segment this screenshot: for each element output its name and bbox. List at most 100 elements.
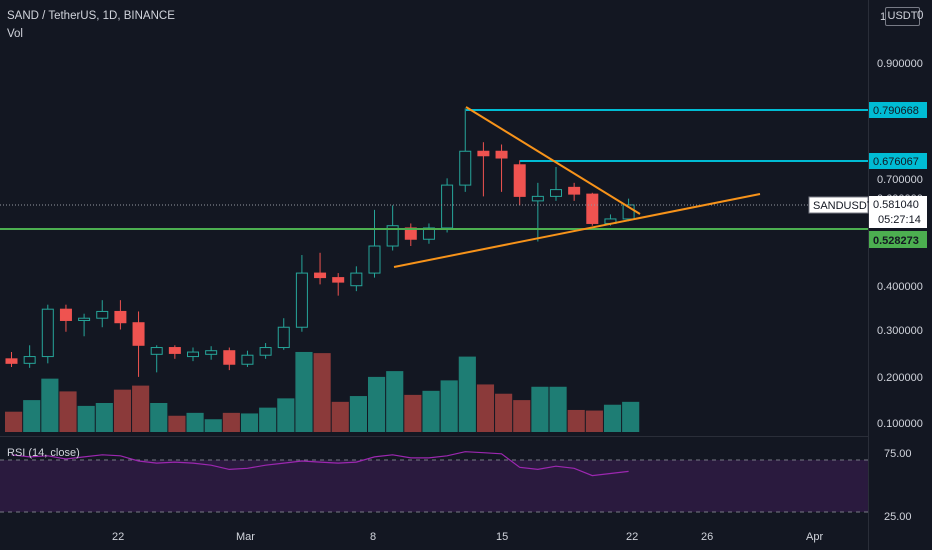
triangle-upper-trendline[interactable] (465, 106, 641, 215)
candle-up (459, 150, 472, 186)
candle-up (23, 356, 36, 364)
candle-up (295, 272, 308, 328)
candle-up (241, 354, 254, 365)
candle-down (168, 347, 181, 354)
volume-bar (531, 386, 549, 432)
last-price-tag: 0.581040 (873, 199, 919, 211)
volume-bar (622, 401, 640, 432)
candle-down (404, 227, 417, 240)
candle-up (187, 351, 199, 358)
volume-bar (168, 415, 186, 432)
volume-bar (549, 386, 567, 432)
time-tick: 26 (701, 531, 713, 543)
volume-bar (313, 353, 331, 432)
time-tick: 22 (112, 531, 124, 543)
volume-bar (277, 398, 295, 432)
price-tag-level-1-bg (869, 102, 927, 118)
volume-bar (41, 378, 59, 432)
price-tick: 0.100000 (877, 418, 923, 430)
candle-up (422, 227, 435, 240)
candle-up (550, 189, 562, 197)
volume-bar (150, 403, 168, 432)
candle-up (368, 245, 381, 274)
volume-bar (495, 393, 513, 432)
price-tag-support: 0.528273 (873, 235, 919, 247)
time-tick: 22 (626, 531, 638, 543)
rsi-tick-lower: 25.00 (884, 511, 912, 523)
triangle-lower-trendline[interactable] (393, 193, 761, 268)
volume-bar (585, 410, 603, 432)
candle-up (441, 184, 454, 229)
price-tick: 0.400000 (877, 281, 923, 293)
volume-bar (404, 394, 422, 432)
symbol-tag: SANDUSDT (813, 200, 874, 212)
candle-down (114, 310, 127, 324)
price-tag-level-1: 0.790668 (873, 105, 919, 117)
candle-down (314, 272, 327, 279)
volume-bar (368, 376, 386, 432)
price-tag-support-bg (869, 231, 927, 248)
candle-up (531, 195, 544, 202)
volume-bar (440, 380, 458, 432)
time-tick: 15 (496, 531, 508, 543)
candle-down (495, 150, 508, 159)
candle-up (386, 225, 399, 247)
volume-layer (5, 351, 640, 432)
candle-up (277, 326, 290, 349)
candle-down (513, 164, 526, 197)
candle-down (59, 308, 72, 321)
price-tick: 0.700000 (877, 174, 923, 186)
volume-bar (23, 400, 41, 432)
volume-bar (222, 412, 240, 432)
volume-bar (386, 371, 404, 432)
volume-bar (331, 401, 349, 432)
rsi-tick-upper: 75.00 (884, 448, 912, 460)
candle-up (259, 347, 272, 356)
candle-down (132, 322, 145, 346)
candle-up (622, 204, 635, 220)
price-scale-top: 1 (880, 11, 886, 23)
price-tag-level-2-bg (869, 153, 927, 169)
symbol-tag-bg (808, 196, 869, 214)
volume-bar (295, 351, 313, 432)
price-tick: 0.200000 (877, 372, 923, 384)
candle-up (78, 317, 91, 321)
symbol-title[interactable]: SAND / TetherUS, 1D, BINANCE (7, 10, 175, 22)
candle-down (568, 186, 581, 195)
volume-bar (422, 390, 440, 432)
volume-bar (603, 404, 622, 432)
candle-up (41, 308, 54, 358)
volume-bar (567, 409, 585, 432)
volume-bar (95, 403, 113, 432)
rsi-band (0, 460, 868, 512)
price-scale-top-suffix: 0 (917, 10, 924, 22)
volume-bar (349, 396, 367, 432)
time-tick: 8 (370, 531, 376, 543)
volume-indicator-label[interactable]: Vol (7, 28, 23, 40)
currency-badge[interactable]: USDT (885, 7, 920, 26)
candle-layer (5, 108, 635, 377)
last-price-tag-bg (869, 196, 927, 228)
volume-bar (458, 356, 476, 432)
volume-bar (186, 412, 204, 432)
rsi-indicator-label[interactable]: RSI (14, close) (7, 447, 80, 459)
candle-up (150, 347, 163, 355)
candle-down (586, 193, 599, 224)
volume-bar (476, 384, 495, 432)
time-tick: Apr (806, 531, 823, 543)
bar-countdown: 05:27:14 (878, 214, 921, 226)
volume-bar (259, 407, 277, 432)
price-tick: 0.900000 (877, 58, 923, 70)
candle-up (205, 350, 218, 355)
time-tick: Mar (236, 531, 255, 543)
volume-bar (59, 391, 77, 432)
candle-down (477, 150, 490, 157)
candle-up (96, 310, 109, 319)
volume-bar (5, 411, 23, 432)
rsi-line (11, 451, 629, 477)
volume-bar (240, 413, 259, 432)
volume-bar (132, 385, 150, 432)
candle-down (5, 358, 18, 364)
volume-bar (77, 405, 95, 432)
